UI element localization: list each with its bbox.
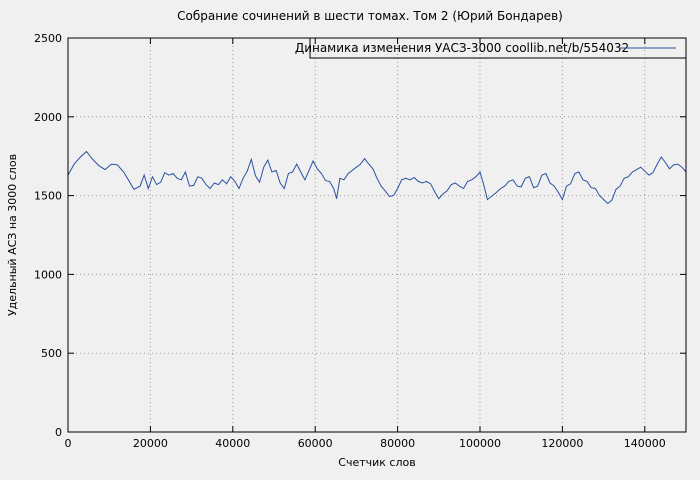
- y-tick-label: 1500: [34, 190, 62, 203]
- plot-frame: [67, 37, 687, 433]
- gridlines: [68, 37, 686, 433]
- y-tick-label: 0: [55, 426, 62, 439]
- x-tick-label: 20000: [133, 437, 168, 450]
- x-tick-label: 0: [65, 437, 72, 450]
- y-axis-label: Удельный АСЗ на 3000 слов: [6, 154, 19, 316]
- x-tick-label: 140000: [624, 437, 666, 450]
- legend-label: Динамика изменения УАСЗ-3000 coollib.net…: [295, 41, 629, 55]
- x-axis-label: Счетчик слов: [338, 456, 415, 469]
- x-tick-label: 80000: [380, 437, 415, 450]
- y-tick-label: 500: [41, 347, 62, 360]
- tick-labels: 0 500 1000 1500 2000 2500 0 20000 40000 60000 8000…: [34, 32, 666, 450]
- x-tick-label: 40000: [215, 437, 250, 450]
- series-line: [67, 150, 687, 205]
- y-tick-label: 1000: [34, 268, 62, 281]
- tick-marks: [67, 37, 686, 433]
- legend-box: [309, 37, 687, 59]
- chart-title: Собрание сочинений в шести томах. Том 2 …: [177, 9, 563, 23]
- x-tick-label: 100000: [459, 437, 501, 450]
- y-tick-label: 2500: [34, 32, 62, 45]
- y-tick-label: 2000: [34, 111, 62, 124]
- x-tick-label: 60000: [298, 437, 333, 450]
- x-tick-label: 120000: [541, 437, 583, 450]
